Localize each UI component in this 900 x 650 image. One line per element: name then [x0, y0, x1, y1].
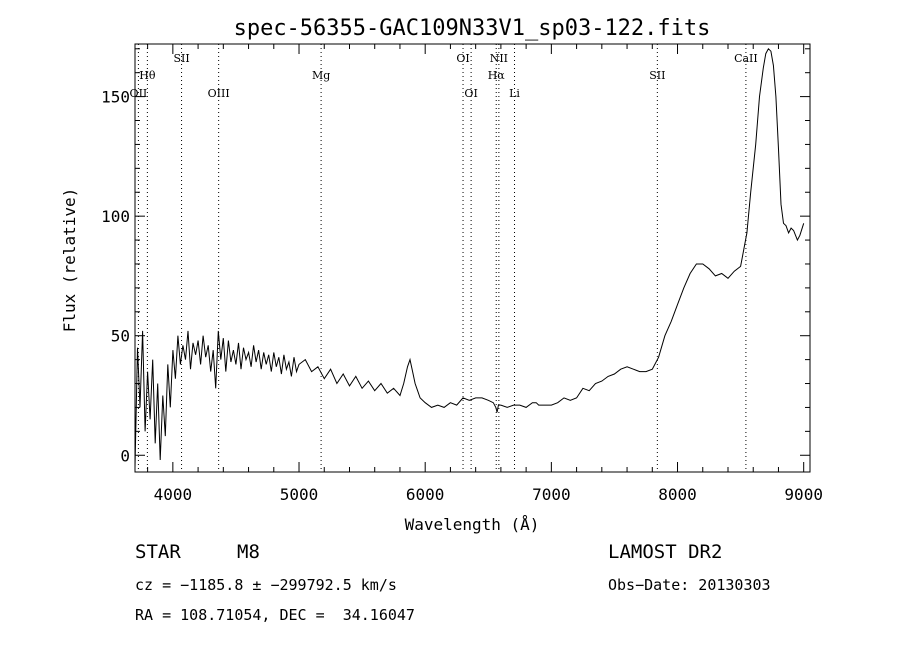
x-tick-label: 8000 [658, 485, 697, 504]
object-type: STAR [135, 541, 181, 563]
redshift-info: cz = −1185.8 ± −299792.5 km/s [135, 576, 397, 594]
line-marker-label: Li [509, 87, 520, 100]
x-tick-label: 6000 [406, 485, 445, 504]
coordinates: RA = 108.71054, DEC = 34.16047 [135, 606, 415, 624]
obs-date: Obs−Date: 20130303 [608, 576, 771, 594]
line-marker-label: Hθ [139, 69, 156, 82]
spectrum-line [134, 47, 805, 468]
x-axis-label: Wavelength (Å) [405, 515, 540, 534]
chart-title: spec-56355-GAC109N33V1_sp03-122.fits [234, 16, 711, 41]
plot-frame [134, 43, 811, 473]
x-tick-label: 5000 [280, 485, 319, 504]
emission-line-markers: SII OI NII CaII Hθ Mg Hα SII OII OIII OI Li [130, 44, 758, 472]
x-tick-label: 7000 [532, 485, 571, 504]
x-tick-label: 4000 [154, 485, 193, 504]
line-marker-label: SII [173, 52, 189, 65]
y-tick-label: 0 [120, 446, 130, 465]
y-axis-label: Flux (relative) [60, 188, 79, 333]
line-marker-label: Mg [312, 69, 330, 82]
object-subclass: M8 [237, 541, 260, 563]
y-tick-label: 100 [101, 207, 130, 226]
line-marker-label: CaII [734, 52, 758, 65]
y-tick-label: 150 [101, 88, 130, 107]
line-marker-label: OI [464, 87, 477, 100]
plot-axes: 4000 5000 6000 7000 8000 9000 0 50 100 150 [101, 43, 823, 504]
survey-name: LAMOST DR2 [608, 541, 723, 563]
line-marker-label: OIII [208, 87, 230, 100]
y-tick-label: 50 [111, 327, 130, 346]
line-marker-label: SII [649, 69, 665, 82]
line-marker-label: OII [130, 87, 148, 100]
line-marker-label: NII [490, 52, 508, 65]
x-tick-label: 9000 [784, 485, 823, 504]
line-marker-label: Hα [488, 69, 506, 82]
line-marker-label: OI [456, 52, 469, 65]
